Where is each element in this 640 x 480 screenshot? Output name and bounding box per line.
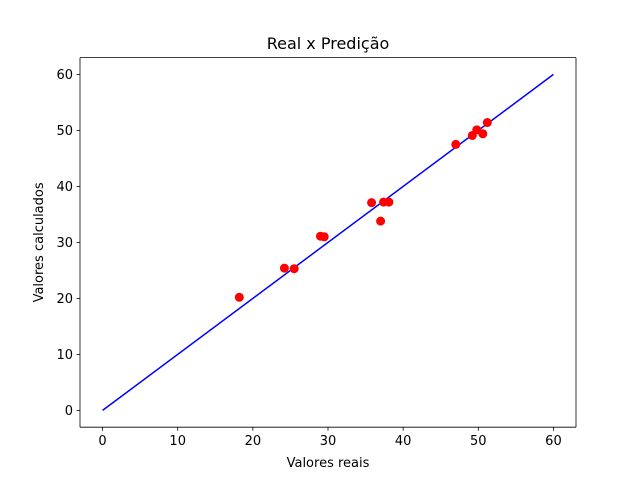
- data-point: [384, 197, 394, 207]
- y-ticks: 0 10 20 30 40 50 60: [56, 68, 80, 419]
- y-tick-label: 50: [56, 124, 73, 139]
- y-tick-label: 40: [56, 180, 73, 195]
- y-tick-label: 30: [56, 236, 73, 251]
- data-point: [482, 118, 492, 128]
- axes: [79, 57, 577, 428]
- y-axis-label: Valores calculados: [32, 182, 47, 302]
- x-tick-label: 30: [320, 434, 337, 449]
- y-tick-label: 10: [56, 348, 73, 363]
- data-point: [451, 139, 461, 149]
- y-tick-label: 0: [65, 404, 73, 419]
- y-tick-label: 20: [56, 292, 73, 307]
- data-point: [279, 263, 289, 273]
- x-tick-label: 0: [98, 434, 106, 449]
- x-tick-label: 60: [545, 434, 562, 449]
- data-point: [234, 292, 244, 302]
- x-axis-label: Valores reais: [287, 456, 370, 471]
- data-point: [376, 216, 386, 226]
- x-tick-label: 50: [470, 434, 487, 449]
- chart-title: Real x Predição: [267, 34, 390, 53]
- y-tick-label: 60: [56, 68, 73, 83]
- x-tick-label: 40: [395, 434, 412, 449]
- x-ticks: 0 10 20 30 40 50 60: [98, 427, 562, 449]
- x-tick-label: 20: [245, 434, 262, 449]
- data-point: [367, 198, 377, 208]
- data-point: [478, 129, 488, 139]
- data-point: [319, 232, 329, 242]
- series-points: [234, 118, 492, 302]
- x-tick-label: 10: [169, 434, 186, 449]
- data-point: [289, 264, 299, 274]
